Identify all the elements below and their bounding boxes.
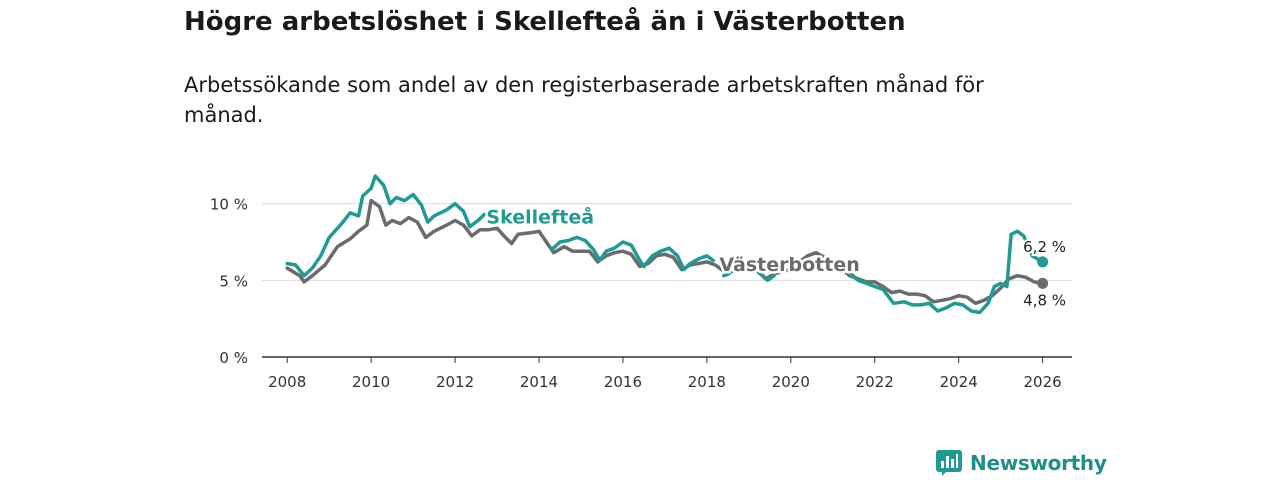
y-tick-label: 5 % [219, 272, 248, 290]
series-line-skelleftea [847, 229, 1045, 315]
end-value-label-skelleftea: 6,2 % [1023, 238, 1066, 256]
series-line-skelleftea [285, 174, 487, 278]
y-tick-label: 10 % [210, 196, 248, 214]
x-tick-label: 2016 [604, 373, 642, 391]
chart-subtitle: Arbetssökande som andel av den registerb… [184, 73, 984, 127]
x-tick-label: 2008 [268, 373, 306, 391]
series-endpoint-skelleftea [1037, 256, 1049, 268]
x-tick-label: 2024 [940, 373, 978, 391]
brand-name: Newsworthy [970, 451, 1107, 475]
end-value-label-vasterbotten: 4,8 % [1023, 291, 1066, 309]
series-label-skelleftea: Skellefteå [486, 204, 594, 228]
page-title: Högre arbetslöshet i Skellefteå än i Väs… [184, 7, 906, 37]
x-tick-label: 2022 [856, 373, 894, 391]
x-tick-label: 2012 [436, 373, 474, 391]
y-tick-label: 0 % [219, 349, 248, 367]
series-line-skelleftea [549, 235, 715, 272]
x-tick-label: 2014 [520, 373, 558, 391]
bar-chart-logo-icon [936, 450, 962, 476]
x-tick-label: 2020 [772, 373, 810, 391]
x-tick-label: 2010 [352, 373, 390, 391]
series-endpoint-vasterbotten [1037, 277, 1049, 289]
series-label-vasterbotten: Västerbotten [719, 254, 859, 276]
x-tick-label: 2018 [688, 373, 726, 391]
series-line-vasterbotten [285, 198, 1045, 306]
x-tick-label: 2026 [1024, 373, 1062, 391]
brand-logo[interactable]: Newsworthy [936, 448, 1107, 478]
series-line-skelleftea [721, 263, 776, 283]
